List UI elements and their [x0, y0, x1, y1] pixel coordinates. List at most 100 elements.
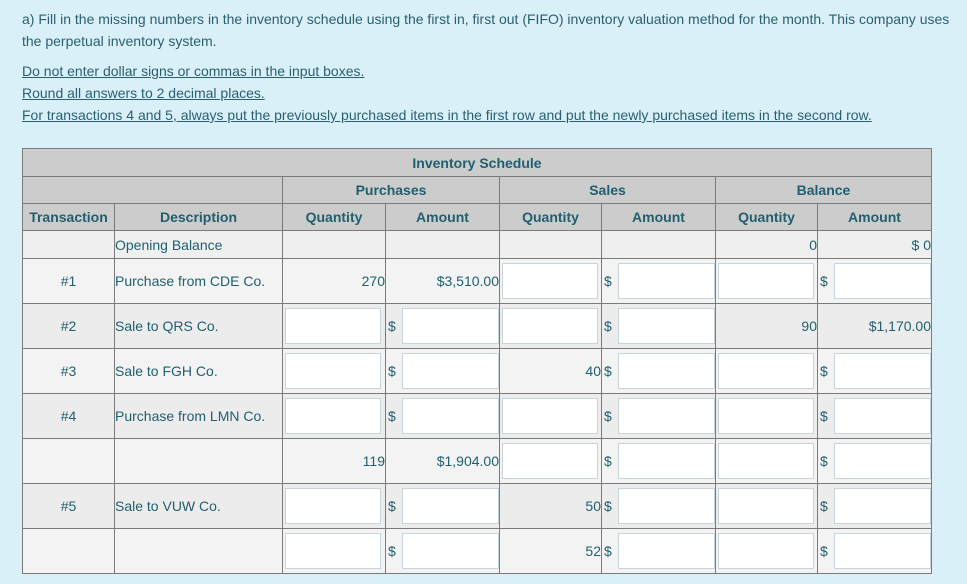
cell-balance-qty — [715, 258, 818, 304]
row5a-sales-amount-input[interactable] — [618, 488, 715, 524]
row4b-sales-quantity-input[interactable] — [502, 443, 598, 479]
row3-purchase-amount-input[interactable] — [402, 353, 499, 389]
cell-description: Purchase from CDE Co. — [114, 258, 283, 304]
row2-purchase-quantity-input[interactable] — [285, 308, 381, 344]
cell-balance-amt: $ — [817, 528, 932, 574]
row4a-balance-quantity-input[interactable] — [718, 398, 814, 434]
note-rounding: Round all answers to 2 decimal places. — [22, 85, 265, 101]
row1-balance-quantity-input[interactable] — [718, 263, 814, 299]
group-header-balance: Balance — [715, 176, 932, 204]
col-header-purchase-amount: Amount — [385, 203, 500, 231]
row3-balance-amount-input[interactable] — [834, 353, 931, 389]
row3-purchase-quantity-input[interactable] — [285, 353, 381, 389]
col-header-sales-amount: Amount — [601, 203, 716, 231]
row5a-purchase-amount-input[interactable] — [402, 488, 499, 524]
dollar-sign: $ — [820, 408, 828, 424]
dollar-sign: $ — [604, 453, 612, 469]
cell-sales-amt — [601, 230, 716, 259]
cell-sales-qty: 50 — [499, 483, 602, 529]
row2-sales-quantity-input[interactable] — [502, 308, 598, 344]
col-header-balance-quantity: Quantity — [715, 203, 818, 231]
col-header-transaction: Transaction — [22, 203, 115, 231]
cell-description: Sale to QRS Co. — [114, 303, 283, 349]
dollar-sign: $ — [604, 543, 612, 559]
cell-sales-amt: $ — [601, 438, 716, 484]
cell-transaction: #3 — [22, 348, 115, 394]
cell-purchase-qty — [282, 483, 386, 529]
dollar-sign: $ — [820, 363, 828, 379]
note-no-dollar-signs: Do not enter dollar signs or commas in t… — [22, 63, 365, 79]
inventory-schedule-table: Inventory Schedule Purchases Sales Balan… — [22, 148, 932, 574]
row2-sales-amount-input[interactable] — [618, 308, 715, 344]
dollar-sign: $ — [604, 498, 612, 514]
row5b-balance-quantity-input[interactable] — [718, 533, 814, 569]
cell-sales-amt: $ — [601, 348, 716, 394]
dollar-sign: $ — [604, 363, 612, 379]
row5a-balance-quantity-input[interactable] — [718, 488, 814, 524]
cell-transaction — [22, 528, 115, 574]
row4a-purchase-quantity-input[interactable] — [285, 398, 381, 434]
cell-purchase-qty — [282, 303, 386, 349]
row2-purchase-amount-input[interactable] — [402, 308, 499, 344]
cell-purchase-amt: $ — [385, 528, 500, 574]
row5b-purchase-quantity-input[interactable] — [285, 533, 381, 569]
row1-balance-amount-input[interactable] — [834, 263, 931, 299]
cell-purchase-qty — [282, 528, 386, 574]
dollar-sign: $ — [388, 498, 396, 514]
note-row-order: For transactions 4 and 5, always put the… — [22, 107, 872, 123]
cell-balance-qty — [715, 393, 818, 439]
row5b-sales-amount-input[interactable] — [618, 533, 715, 569]
cell-sales-qty — [499, 438, 602, 484]
row4a-sales-quantity-input[interactable] — [502, 398, 598, 434]
cell-transaction — [22, 438, 115, 484]
cell-balance-qty — [715, 438, 818, 484]
table-row-4a: #4 Purchase from LMN Co. $ $ $ — [22, 393, 932, 439]
group-header-sales: Sales — [499, 176, 716, 204]
cell-transaction: #5 — [22, 483, 115, 529]
dollar-sign: $ — [604, 318, 612, 334]
cell-sales-amt: $ — [601, 528, 716, 574]
table-row-1: #1 Purchase from CDE Co. 270 $3,510.00 $… — [22, 258, 932, 304]
row3-balance-quantity-input[interactable] — [718, 353, 814, 389]
cell-sales-amt: $ — [601, 258, 716, 304]
cell-purchase-qty — [282, 393, 386, 439]
row4b-sales-amount-input[interactable] — [618, 443, 715, 479]
row4b-balance-amount-input[interactable] — [834, 443, 931, 479]
cell-balance-amt: $ — [817, 483, 932, 529]
cell-description: Sale to VUW Co. — [114, 483, 283, 529]
cell-sales-qty — [499, 230, 602, 259]
dollar-sign: $ — [820, 453, 828, 469]
cell-purchase-amt: $3,510.00 — [385, 258, 500, 304]
row4a-purchase-amount-input[interactable] — [402, 398, 499, 434]
cell-transaction: #1 — [22, 258, 115, 304]
cell-balance-qty — [715, 483, 818, 529]
cell-sales-amt: $ — [601, 483, 716, 529]
cell-purchase-qty: 270 — [282, 258, 386, 304]
col-header-sales-quantity: Quantity — [499, 203, 602, 231]
cell-description — [114, 528, 283, 574]
cell-sales-amt: $ — [601, 393, 716, 439]
row4a-sales-amount-input[interactable] — [618, 398, 715, 434]
row1-sales-quantity-input[interactable] — [502, 263, 598, 299]
col-header-description: Description — [114, 203, 283, 231]
row5b-purchase-amount-input[interactable] — [402, 533, 499, 569]
cell-balance-amt: $1,170.00 — [817, 303, 932, 349]
row4a-balance-amount-input[interactable] — [834, 398, 931, 434]
cell-balance-amt: $ — [817, 438, 932, 484]
dollar-sign: $ — [820, 273, 828, 289]
cell-sales-qty — [499, 258, 602, 304]
row4b-balance-quantity-input[interactable] — [718, 443, 814, 479]
row5a-purchase-quantity-input[interactable] — [285, 488, 381, 524]
row5a-balance-amount-input[interactable] — [834, 488, 931, 524]
row5b-balance-amount-input[interactable] — [834, 533, 931, 569]
dollar-sign: $ — [388, 543, 396, 559]
row3-sales-amount-input[interactable] — [618, 353, 715, 389]
cell-sales-amt: $ — [601, 303, 716, 349]
row1-sales-amount-input[interactable] — [618, 263, 715, 299]
dollar-sign: $ — [820, 498, 828, 514]
table-title: Inventory Schedule — [22, 148, 932, 177]
cell-purchase-qty — [282, 230, 386, 259]
cell-balance-amt: $ — [817, 348, 932, 394]
cell-balance-qty: 90 — [715, 303, 818, 349]
group-header-purchases: Purchases — [282, 176, 500, 204]
